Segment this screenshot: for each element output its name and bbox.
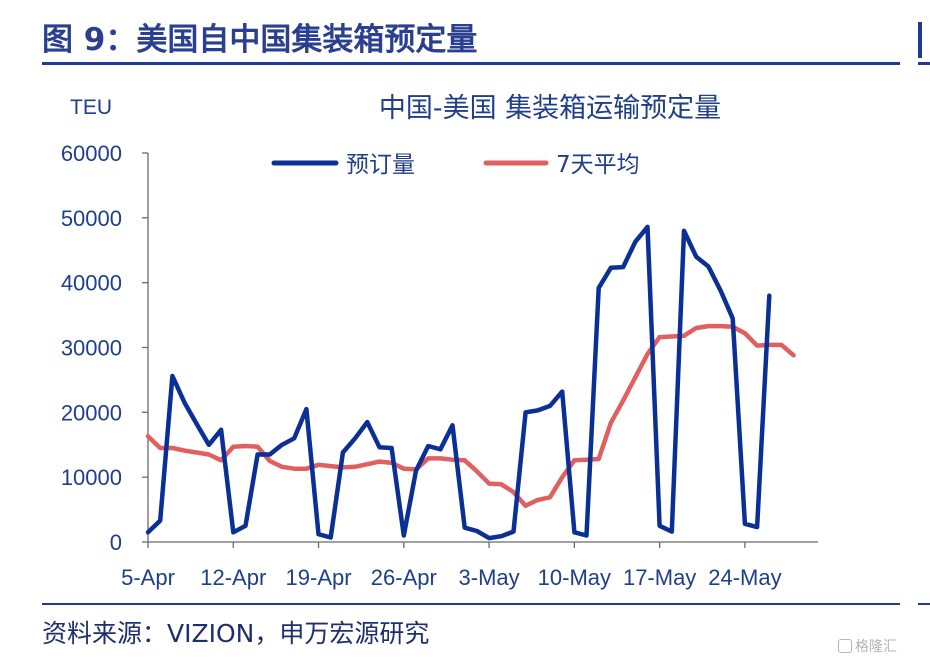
watermark-icon [838,639,852,653]
series-line-booking [145,224,772,541]
y-tick-label: 10000 [61,465,122,490]
x-tick-label: 10-May [538,565,611,590]
watermark-text: 格隆汇 [855,639,897,655]
watermark: 格隆汇 [838,636,897,656]
y-tick-label: 50000 [61,206,122,231]
chart-title: 中国-美国 集装箱运输预定量 [379,93,721,124]
x-tick-label: 24-May [708,565,781,590]
y-tick-label: 20000 [61,400,122,425]
y-axis-unit: TEU [70,96,112,119]
legend-label-avg: 7天平均 [556,152,640,178]
next-panel-rule [918,62,930,65]
y-tick-label: 30000 [61,336,122,361]
source-rule [42,603,900,605]
next-panel-edge [918,22,922,58]
x-tick-label: 19-Apr [286,565,352,590]
x-tick-label: 3-May [459,565,520,590]
y-tick-label: 60000 [61,141,122,166]
next-panel-bottom-rule [918,603,930,605]
title-rule [42,62,900,65]
figure-title: 图 9：美国自中国集装箱预定量 [42,22,478,58]
x-tick-label: 26-Apr [371,565,437,590]
y-tick-label: 0 [110,530,122,555]
x-tick-label: 17-May [623,565,696,590]
x-tick-label: 12-Apr [200,565,266,590]
x-tick-label: 5-Apr [121,565,175,590]
series-line-7day-avg [145,323,796,508]
legend-label-booking: 预订量 [346,152,415,178]
source-note: 资料来源：VIZION，申万宏源研究 [42,619,430,648]
y-tick-label: 40000 [61,271,122,296]
